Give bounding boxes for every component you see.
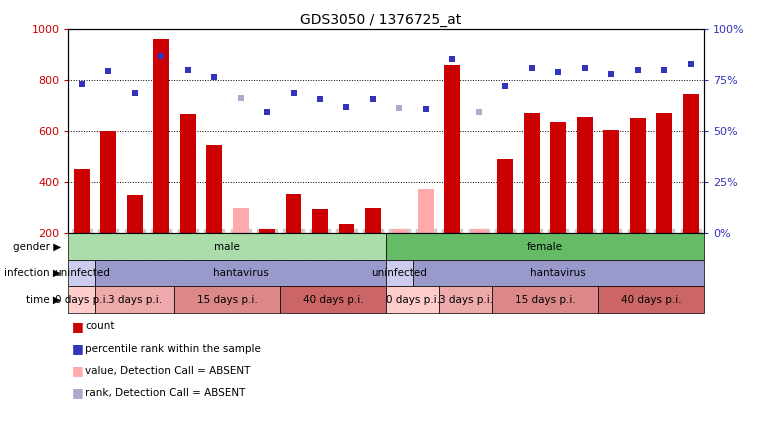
Text: ■: ■ bbox=[72, 342, 84, 355]
Point bbox=[367, 96, 379, 103]
Text: ■: ■ bbox=[72, 320, 84, 333]
Point bbox=[526, 64, 538, 71]
Bar bbox=[127, 195, 142, 233]
Bar bbox=[68, 286, 95, 313]
Text: count: count bbox=[85, 321, 115, 331]
Point bbox=[632, 66, 644, 73]
Text: 40 days p.i.: 40 days p.i. bbox=[621, 295, 681, 305]
Text: 15 days p.i.: 15 days p.i. bbox=[197, 295, 258, 305]
Point bbox=[288, 90, 300, 97]
Bar bbox=[683, 94, 699, 233]
Text: rank, Detection Call = ABSENT: rank, Detection Call = ABSENT bbox=[85, 388, 246, 398]
Bar bbox=[391, 230, 407, 233]
Bar bbox=[259, 230, 275, 233]
Point bbox=[685, 60, 697, 67]
Text: hantavirus: hantavirus bbox=[530, 268, 586, 278]
Bar bbox=[174, 286, 280, 313]
Text: 0 days p.i.: 0 days p.i. bbox=[386, 295, 440, 305]
Text: ■: ■ bbox=[72, 364, 84, 377]
Bar bbox=[577, 117, 593, 233]
Text: time ▶: time ▶ bbox=[26, 295, 61, 305]
Point bbox=[261, 108, 273, 115]
Bar bbox=[598, 286, 704, 313]
Bar bbox=[339, 224, 355, 233]
Text: infection ▶: infection ▶ bbox=[4, 268, 61, 278]
Bar bbox=[153, 39, 169, 233]
Bar bbox=[365, 208, 381, 233]
Point bbox=[314, 96, 326, 103]
Point bbox=[420, 105, 432, 112]
Bar bbox=[439, 286, 492, 313]
Point bbox=[658, 66, 670, 73]
Bar bbox=[280, 286, 386, 313]
Point bbox=[340, 103, 352, 110]
Bar bbox=[386, 260, 412, 286]
Text: value, Detection Call = ABSENT: value, Detection Call = ABSENT bbox=[85, 366, 250, 376]
Bar bbox=[74, 170, 90, 233]
Text: 15 days p.i.: 15 days p.i. bbox=[514, 295, 575, 305]
Point bbox=[234, 95, 247, 102]
Bar bbox=[95, 260, 386, 286]
Bar bbox=[68, 233, 386, 260]
Bar bbox=[656, 113, 672, 233]
Bar bbox=[206, 145, 222, 233]
Bar bbox=[68, 260, 95, 286]
Text: hantavirus: hantavirus bbox=[213, 268, 269, 278]
Bar bbox=[603, 130, 619, 233]
Bar bbox=[95, 286, 174, 313]
Point bbox=[499, 83, 511, 90]
Text: GDS3050 / 1376725_at: GDS3050 / 1376725_at bbox=[300, 13, 461, 27]
Point bbox=[129, 90, 141, 97]
Bar bbox=[498, 159, 513, 233]
Point bbox=[473, 108, 485, 115]
Bar bbox=[285, 194, 301, 233]
Text: 40 days p.i.: 40 days p.i. bbox=[303, 295, 364, 305]
Text: 0 days p.i.: 0 days p.i. bbox=[55, 295, 109, 305]
Point bbox=[208, 73, 220, 80]
Point bbox=[102, 67, 114, 74]
Point bbox=[182, 66, 194, 73]
Bar bbox=[386, 286, 439, 313]
Text: female: female bbox=[527, 242, 563, 252]
Text: percentile rank within the sample: percentile rank within the sample bbox=[85, 344, 261, 353]
Text: 3 days p.i.: 3 days p.i. bbox=[438, 295, 492, 305]
Bar bbox=[471, 230, 487, 233]
Point bbox=[552, 68, 565, 75]
Bar bbox=[550, 122, 566, 233]
Bar bbox=[492, 286, 598, 313]
Point bbox=[605, 70, 617, 77]
Point bbox=[75, 80, 88, 87]
Bar bbox=[233, 208, 249, 233]
Text: ■: ■ bbox=[72, 386, 84, 400]
Bar bbox=[386, 233, 704, 260]
Text: uninfected: uninfected bbox=[54, 268, 110, 278]
Point bbox=[155, 53, 167, 60]
Text: male: male bbox=[215, 242, 240, 252]
Bar bbox=[100, 131, 116, 233]
Text: 3 days p.i.: 3 days p.i. bbox=[107, 295, 162, 305]
Bar bbox=[444, 65, 460, 233]
Bar bbox=[412, 260, 704, 286]
Bar bbox=[312, 209, 328, 233]
Point bbox=[578, 64, 591, 71]
Bar bbox=[418, 189, 434, 233]
Bar bbox=[630, 118, 645, 233]
Point bbox=[393, 104, 406, 111]
Bar bbox=[180, 115, 196, 233]
Bar bbox=[524, 113, 540, 233]
Text: uninfected: uninfected bbox=[371, 268, 428, 278]
Point bbox=[446, 55, 458, 62]
Text: gender ▶: gender ▶ bbox=[13, 242, 61, 252]
